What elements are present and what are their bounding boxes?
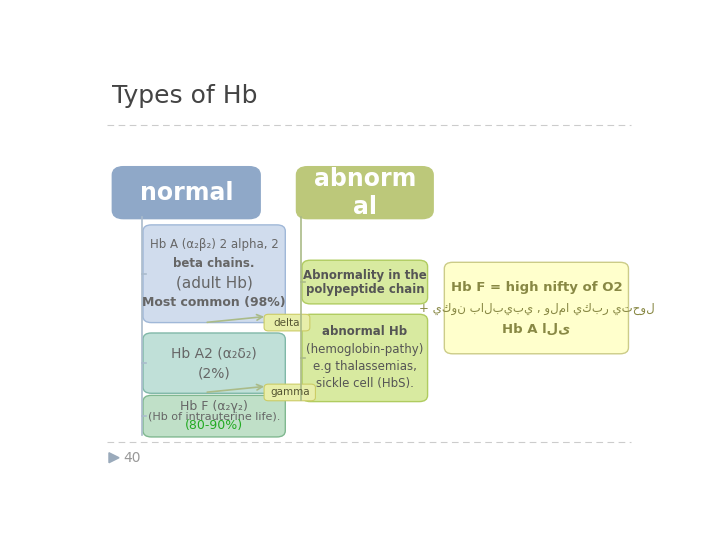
FancyBboxPatch shape: [112, 167, 260, 219]
Text: (hemoglobin-pathy): (hemoglobin-pathy): [306, 343, 423, 356]
Text: Abnormality in the: Abnormality in the: [303, 268, 427, 281]
Text: normal: normal: [140, 181, 233, 205]
FancyBboxPatch shape: [143, 333, 285, 393]
FancyBboxPatch shape: [264, 314, 310, 331]
FancyBboxPatch shape: [264, 384, 315, 401]
Text: abnorm
al: abnorm al: [314, 167, 416, 219]
Text: + يكون بالبيبي , ولما يكبر يتحول: + يكون بالبيبي , ولما يكبر يتحول: [418, 301, 654, 314]
Text: delta: delta: [274, 318, 300, 328]
Text: Hb F = high nifty of O2: Hb F = high nifty of O2: [451, 281, 622, 294]
FancyBboxPatch shape: [143, 395, 285, 437]
Text: 40: 40: [123, 451, 140, 465]
Text: (2%): (2%): [198, 366, 230, 380]
Text: (Hb of intrauterine life).: (Hb of intrauterine life).: [148, 411, 280, 421]
FancyBboxPatch shape: [444, 262, 629, 354]
FancyBboxPatch shape: [302, 260, 428, 304]
Text: gamma: gamma: [270, 388, 310, 397]
Text: (adult Hb): (adult Hb): [176, 276, 253, 291]
Text: polypeptide chain: polypeptide chain: [305, 282, 424, 295]
Text: Hb A2 (α₂δ₂): Hb A2 (α₂δ₂): [171, 346, 257, 360]
Text: Hb A الى: Hb A الى: [503, 322, 570, 335]
Text: beta chains.: beta chains.: [174, 258, 255, 271]
Text: Hb F (α₂γ₂): Hb F (α₂γ₂): [180, 400, 248, 413]
Text: e.g thalassemias,: e.g thalassemias,: [313, 360, 417, 373]
FancyBboxPatch shape: [143, 225, 285, 322]
FancyBboxPatch shape: [302, 314, 428, 402]
Text: (80-90%): (80-90%): [185, 420, 243, 433]
FancyBboxPatch shape: [297, 167, 433, 219]
Text: Most common (98%): Most common (98%): [143, 296, 286, 309]
Text: sickle cell (HbS).: sickle cell (HbS).: [316, 377, 414, 390]
Text: Hb A (α₂β₂) 2 alpha, 2: Hb A (α₂β₂) 2 alpha, 2: [150, 238, 279, 251]
Text: Types of Hb: Types of Hb: [112, 84, 258, 108]
Text: abnormal Hb: abnormal Hb: [323, 326, 408, 339]
Polygon shape: [109, 453, 119, 463]
